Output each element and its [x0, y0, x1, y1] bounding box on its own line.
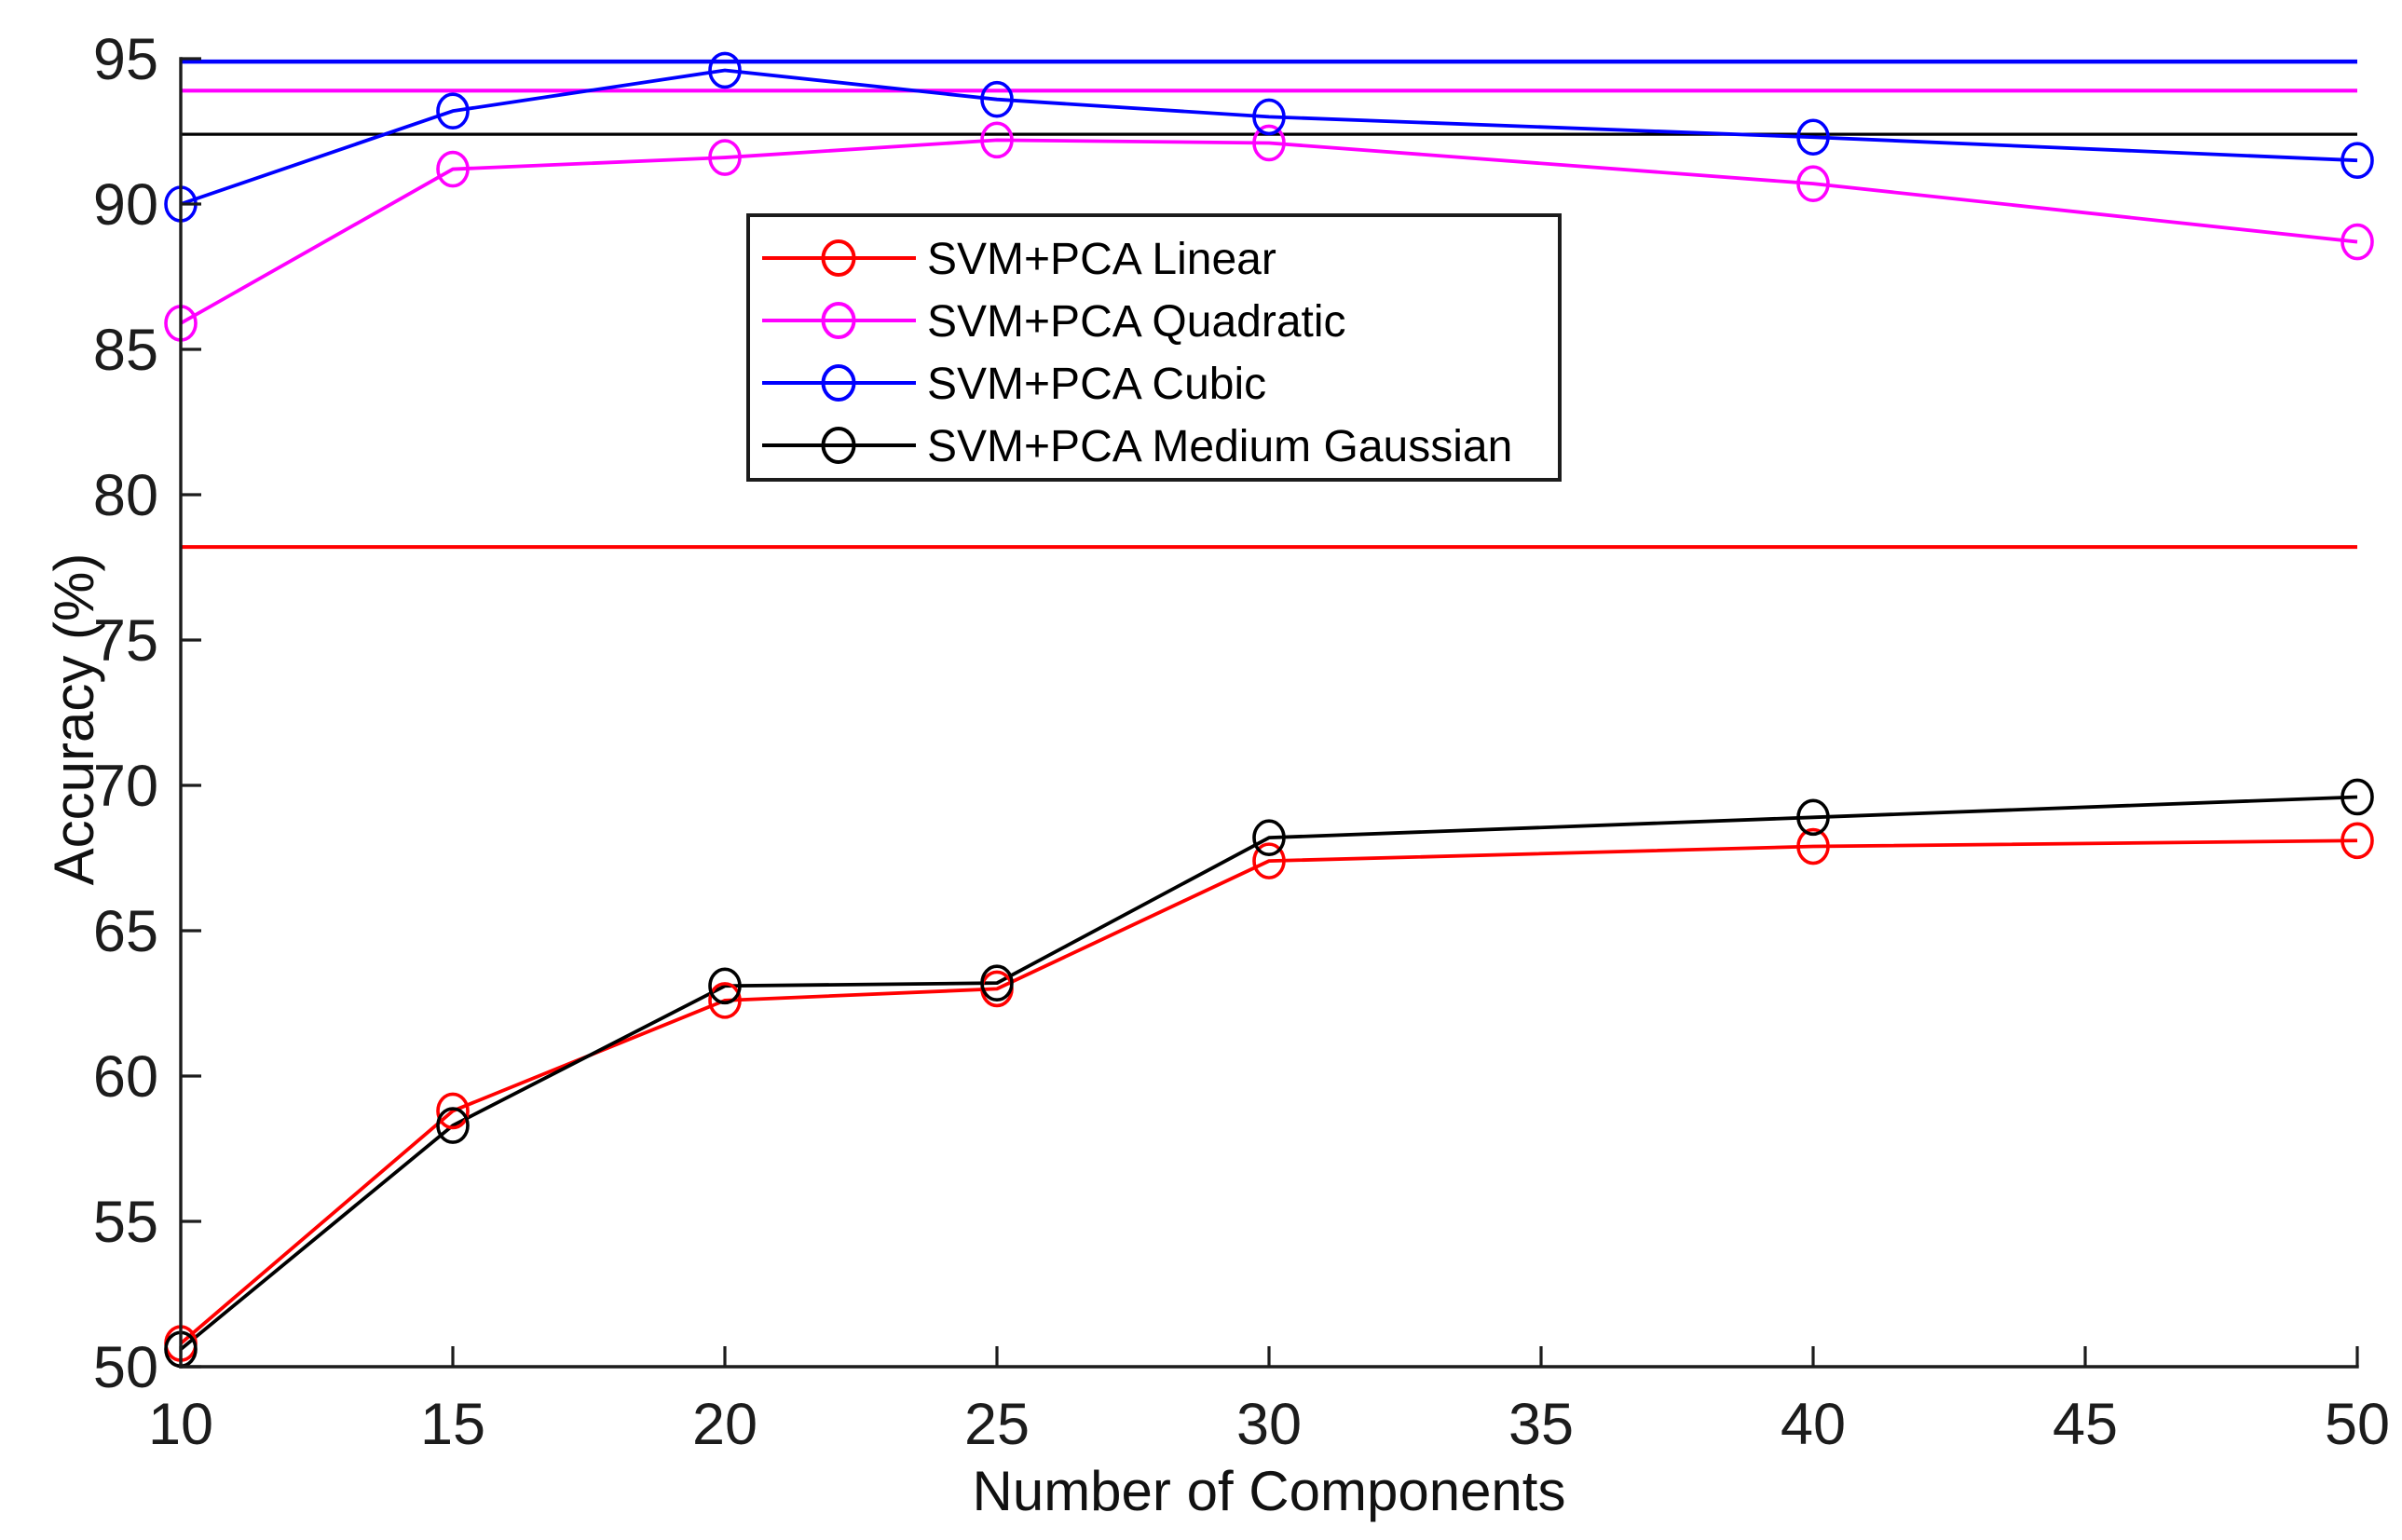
- y-tick-label-80: 80: [93, 463, 158, 528]
- legend-label-svm-pca-linear: SVM+PCA Linear: [927, 235, 1276, 284]
- x-axis-label: Number of Components: [973, 1460, 1566, 1522]
- marker-svm-pca-medium-gaussian-x25: [980, 964, 1014, 1002]
- marker-svm-pca-quadratic-x40: [1796, 165, 1830, 202]
- axes: 10 15 20 25 30 35 40 45 50 50 55 60 65 70 75 80 85 90 95: [93, 27, 2390, 1457]
- legend: SVM+PCA Linear SVM+PCA Quadratic SVM+PCA C…: [746, 213, 1562, 482]
- y-tick-label-90: 90: [93, 172, 158, 238]
- series-lines: [179, 68, 2358, 1351]
- y-tick-label-65: 65: [93, 899, 158, 964]
- marker-svm-pca-linear-x20: [708, 982, 742, 1019]
- x-tick-label-20: 20: [692, 1392, 757, 1457]
- legend-item-svm-pca-quadratic: SVM+PCA Quadratic: [762, 297, 1346, 347]
- legend-label-svm-pca-quadratic: SVM+PCA Quadratic: [927, 297, 1346, 347]
- legend-marker-svm-pca-quadratic: [821, 302, 856, 339]
- marker-svm-pca-quadratic-x50: [2341, 223, 2374, 261]
- marker-svm-pca-quadratic-x30: [1252, 124, 1286, 162]
- x-tick-label-35: 35: [1508, 1392, 1574, 1457]
- x-tick-label-30: 30: [1236, 1392, 1302, 1457]
- marker-svm-pca-medium-gaussian-x50: [2341, 778, 2374, 816]
- series-line-svm-pca-cubic: [180, 68, 2358, 206]
- marker-svm-pca-cubic-x20: [708, 51, 742, 89]
- legend-item-svm-pca-linear: SVM+PCA Linear: [762, 235, 1276, 284]
- y-tick-label-75: 75: [93, 608, 158, 674]
- legend-item-svm-pca-medium-gaussian: SVM+PCA Medium Gaussian: [762, 422, 1512, 471]
- marker-svm-pca-cubic-x25: [980, 80, 1014, 118]
- marker-svm-pca-medium-gaussian-x30: [1252, 819, 1286, 856]
- marker-svm-pca-quadratic-x15: [436, 150, 470, 188]
- series-markers: [164, 51, 2374, 1369]
- legend-marker-svm-pca-medium-gaussian: [821, 427, 856, 464]
- marker-svm-pca-medium-gaussian-x40: [1796, 798, 1830, 837]
- x-tick-label-25: 25: [964, 1392, 1030, 1457]
- marker-svm-pca-quadratic-x20: [708, 139, 742, 176]
- x-tick-label-40: 40: [1781, 1392, 1846, 1457]
- marker-svm-pca-quadratic-x25: [980, 121, 1014, 159]
- series-line-svm-pca-quadratic: [180, 138, 2358, 325]
- x-tick-label-50: 50: [2325, 1392, 2390, 1457]
- legend-marker-svm-pca-linear: [821, 239, 856, 277]
- marker-svm-pca-cubic-x30: [1252, 98, 1286, 136]
- marker-svm-pca-medium-gaussian-x20: [708, 967, 742, 1005]
- marker-svm-pca-linear-x50: [2341, 822, 2374, 860]
- series-line-svm-pca-linear: [179, 838, 2358, 1345]
- marker-svm-pca-linear-x30: [1252, 842, 1286, 879]
- y-tick-label-55: 55: [93, 1190, 158, 1255]
- series-line-svm-pca-medium-gaussian: [179, 795, 2358, 1351]
- x-tick-label-10: 10: [148, 1392, 213, 1457]
- y-tick-label-85: 85: [93, 318, 158, 383]
- marker-svm-pca-cubic-x40: [1796, 118, 1830, 157]
- x-tick-label-15: 15: [420, 1392, 485, 1457]
- y-tick-label-60: 60: [93, 1044, 158, 1110]
- marker-svm-pca-linear-x40: [1796, 827, 1830, 865]
- marker-svm-pca-linear-x15: [436, 1092, 470, 1130]
- legend-label-svm-pca-cubic: SVM+PCA Cubic: [927, 360, 1266, 409]
- legend-item-svm-pca-cubic: SVM+PCA Cubic: [762, 360, 1266, 409]
- y-tick-label-70: 70: [93, 754, 158, 819]
- y-tick-label-50: 50: [93, 1335, 158, 1400]
- x-tick-label-45: 45: [2053, 1392, 2118, 1457]
- legend-marker-svm-pca-cubic: [821, 364, 856, 402]
- marker-svm-pca-cubic-x50: [2341, 142, 2374, 179]
- marker-svm-pca-medium-gaussian-x15: [436, 1107, 470, 1144]
- legend-label-svm-pca-medium-gaussian: SVM+PCA Medium Gaussian: [927, 422, 1512, 471]
- y-axis-label: Accuracy (%): [43, 553, 105, 886]
- y-tick-label-95: 95: [93, 27, 158, 92]
- marker-svm-pca-cubic-x15: [436, 92, 470, 129]
